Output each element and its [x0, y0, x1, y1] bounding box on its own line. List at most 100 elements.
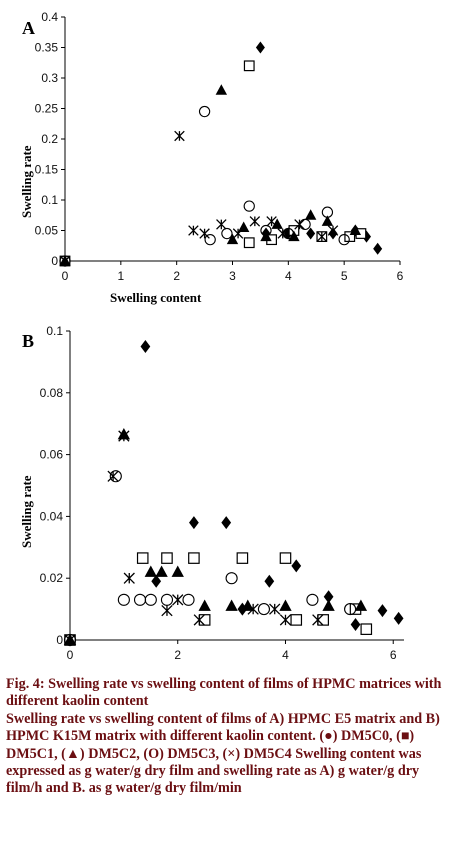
data-point-diamond — [264, 574, 275, 588]
data-point-asterisk — [193, 614, 205, 626]
data-point-diamond — [350, 618, 361, 632]
data-point-triangle — [225, 599, 238, 611]
data-point-triangle — [144, 565, 157, 577]
chart-panel-a: A 0 1 2 3 4 5 6 0 0.05 0.1 0.15 0.2 0.25 0.3 0.35 0.4 S… — [19, 10, 404, 305]
data-point-triangle — [237, 221, 250, 232]
data-point-circle — [260, 224, 272, 237]
data-point-triangle — [198, 599, 211, 611]
data-point-diamond — [306, 227, 316, 240]
y-tick-label: 0.35 — [35, 41, 59, 55]
data-point-asterisk — [279, 614, 292, 626]
data-point-triangle — [241, 599, 254, 611]
data-point-asterisk — [277, 228, 289, 239]
data-point-triangle — [271, 218, 283, 229]
data-point-triangle — [171, 565, 184, 577]
data-point-asterisk — [216, 219, 227, 230]
x-tick-label: 1 — [117, 269, 124, 283]
data-point-asterisk — [312, 614, 324, 626]
data-point-circle — [321, 206, 334, 218]
x-tick-label: 4 — [282, 648, 289, 662]
data-point-circle — [160, 593, 174, 606]
caption-title: Fig. 4: Swelling rate vs swelling conten… — [6, 676, 442, 710]
y-tick-label: 0 — [51, 254, 58, 268]
data-point-circle — [109, 470, 122, 483]
data-point-circle — [344, 603, 357, 616]
data-point-square — [360, 623, 373, 635]
data-point-square — [136, 552, 149, 564]
marks-b — [63, 339, 404, 647]
data-point-circle — [59, 255, 71, 267]
data-point-triangle — [321, 215, 334, 226]
x-tick-label: 4 — [285, 269, 292, 283]
data-point-asterisk — [269, 603, 281, 615]
data-point-circle — [133, 593, 147, 606]
data-point-diamond — [255, 41, 265, 54]
x-tick-label: 0 — [62, 269, 69, 283]
data-point-circle — [306, 593, 319, 606]
x-tick-label: 3 — [229, 269, 236, 283]
y-axis-label: Swelling rate — [19, 145, 34, 218]
data-point-asterisk — [161, 604, 173, 617]
panel-label-a: A — [22, 18, 35, 38]
data-point-diamond — [221, 516, 232, 530]
panel-label-b: B — [22, 331, 34, 351]
data-point-diamond — [140, 339, 151, 353]
data-point-asterisk — [247, 603, 259, 615]
x-tick-label: 6 — [390, 648, 397, 662]
data-point-triangle — [215, 84, 228, 95]
data-point-square — [188, 552, 200, 564]
data-point-square — [344, 231, 356, 243]
data-point-triangle — [279, 599, 292, 611]
data-point-triangle — [304, 209, 317, 220]
data-point-circle — [221, 227, 233, 240]
data-point-diamond — [377, 604, 388, 618]
data-point-square — [243, 60, 255, 72]
data-point-triangle — [155, 565, 168, 577]
data-point-asterisk — [232, 228, 244, 239]
data-point-circle — [204, 233, 216, 246]
data-point-square — [243, 237, 255, 249]
data-point-asterisk — [188, 225, 199, 236]
data-point-square — [279, 552, 292, 564]
data-point-asterisk — [123, 572, 135, 584]
data-point-circle — [63, 633, 77, 647]
data-point-square — [198, 614, 211, 626]
y-tick-label: 0.4 — [41, 10, 58, 24]
data-point-square — [161, 552, 173, 564]
x-tick-label: 5 — [341, 269, 348, 283]
y-tick-label: 0.04 — [40, 509, 64, 523]
data-point-circle — [299, 218, 311, 231]
data-point-diamond — [373, 242, 383, 255]
data-point-circle — [117, 593, 130, 606]
data-point-triangle — [322, 599, 335, 611]
data-point-circle — [257, 603, 271, 616]
y-tick-label: 0.05 — [35, 224, 59, 238]
data-point-asterisk — [59, 255, 71, 267]
data-point-triangle — [354, 599, 368, 611]
data-point-asterisk — [118, 430, 130, 442]
y-axis-label: Swelling rate — [19, 475, 34, 548]
data-point-diamond — [189, 516, 199, 530]
data-point-circle — [225, 572, 238, 585]
data-point-circle — [198, 105, 211, 118]
data-point-square — [317, 614, 329, 626]
y-tick-label: 0.08 — [40, 386, 64, 400]
data-point-diamond — [393, 611, 404, 625]
marks-a — [59, 41, 383, 267]
ticks-b: 0 2 4 6 0 0.02 0.04 0.06 0.08 0.1 — [40, 324, 397, 662]
x-axis-label: Swelling content — [110, 290, 202, 305]
data-point-square — [236, 552, 249, 564]
y-tick-label: 0.3 — [41, 71, 58, 85]
data-point-asterisk — [249, 216, 261, 227]
y-tick-label: 0.15 — [35, 163, 59, 177]
data-point-circle — [182, 593, 195, 606]
data-point-asterisk — [174, 130, 185, 142]
y-tick-label: 0.1 — [46, 324, 63, 338]
y-tick-label: 0.25 — [35, 102, 59, 116]
data-point-diamond — [323, 590, 334, 604]
y-tick-label: 0.06 — [40, 448, 64, 462]
caption-body: Swelling rate vs swelling content of fil… — [6, 710, 440, 797]
data-point-circle — [338, 233, 350, 246]
data-point-asterisk — [316, 231, 328, 242]
data-point-square — [290, 614, 303, 626]
